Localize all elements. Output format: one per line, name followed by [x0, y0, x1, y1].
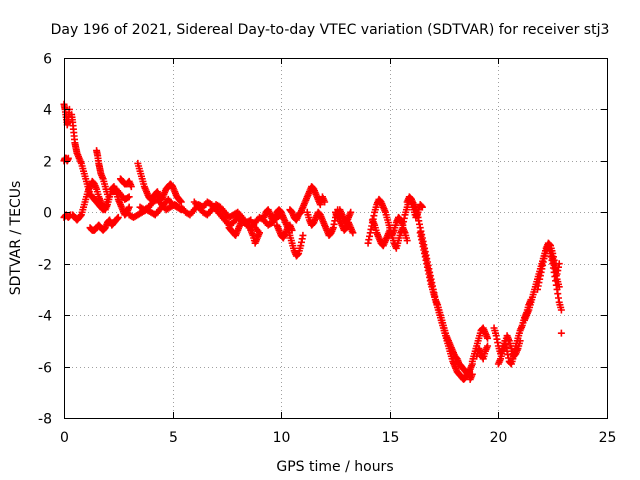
x-tick-label: 5 — [169, 430, 178, 446]
y-tick-label: -8 — [38, 412, 52, 428]
chart-title: Day 196 of 2021, Sidereal Day-to-day VTE… — [51, 22, 610, 38]
x-tick-label: 20 — [490, 430, 508, 446]
gridlines — [64, 58, 607, 418]
data-point — [484, 334, 492, 342]
data-point — [255, 229, 263, 237]
x-axis-label: GPS time / hours — [276, 459, 393, 475]
x-tick-label: 15 — [382, 430, 400, 446]
data-point — [299, 231, 307, 239]
x-tick-label: 0 — [60, 430, 69, 446]
data-point — [516, 337, 524, 345]
y-axis-label: SDTVAR / TECUs — [8, 181, 24, 296]
data-points — [60, 100, 565, 383]
y-tick-label: 0 — [43, 206, 52, 222]
data-point — [174, 202, 182, 210]
x-tick-label: 10 — [273, 430, 291, 446]
data-point — [114, 213, 122, 221]
data-point — [555, 260, 563, 268]
data-point — [238, 216, 246, 224]
data-point — [321, 198, 329, 206]
data-point — [103, 190, 111, 198]
y-tick-label: 2 — [43, 155, 52, 171]
data-point — [484, 342, 492, 350]
y-tick-label: 6 — [43, 52, 52, 68]
data-point — [349, 229, 357, 237]
data-point — [127, 183, 135, 191]
data-point — [124, 194, 132, 202]
x-tick-label: 25 — [599, 430, 617, 446]
data-point — [557, 329, 565, 337]
data-point — [557, 306, 565, 314]
axis-ticks: 0 5 10 15 20 25 -8 -6 -4 -2 0 2 4 6 — [38, 52, 616, 447]
data-point — [347, 208, 355, 216]
y-tick-label: -2 — [38, 258, 52, 274]
data-point — [418, 203, 426, 211]
plot-frame — [64, 58, 608, 419]
y-tick-label: 4 — [43, 103, 52, 119]
data-point — [64, 154, 72, 162]
y-tick-label: -4 — [38, 309, 52, 325]
data-point — [403, 237, 411, 245]
data-point — [125, 203, 133, 211]
data-point — [288, 226, 296, 234]
data-point — [125, 193, 133, 201]
y-tick-label: -6 — [38, 361, 52, 377]
data-point — [555, 283, 563, 291]
